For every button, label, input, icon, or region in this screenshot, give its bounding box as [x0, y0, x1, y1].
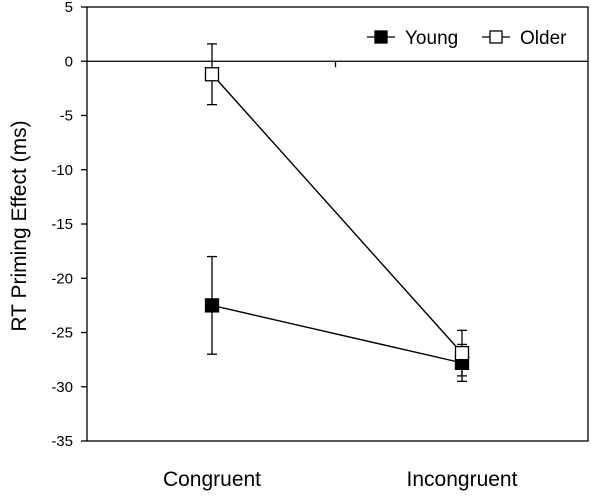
series-line-young [211, 304, 463, 364]
legend-label-older: Older [520, 28, 567, 49]
legend-label-young: Young [405, 28, 458, 49]
data-point-older [454, 345, 470, 361]
y-tick-label: -25 [51, 325, 73, 342]
y-tick-label: -30 [51, 379, 73, 396]
y-tick-label: -5 [60, 108, 73, 125]
x-category-label: Incongruent [407, 468, 518, 491]
data-point-older [204, 67, 220, 82]
y-tick-label: 0 [65, 53, 73, 70]
legend-marker-older [489, 30, 503, 44]
y-axis-title: RT Priming Effect (ms) [8, 120, 31, 331]
series-line-older [211, 73, 463, 354]
legend: Young Older [367, 28, 567, 49]
y-tick-label: -10 [51, 162, 73, 179]
x-category-label: Congruent [163, 468, 261, 491]
axes: 5 0 -5 -10 -15 -20 -25 -30 -35 Congruent Incongrue… [51, 0, 589, 491]
legend-marker-young [374, 30, 388, 44]
y-tick-label: -15 [51, 216, 73, 233]
y-tick-label: -35 [51, 433, 73, 450]
y-tick-label: -20 [51, 270, 73, 287]
y-tick-label: 5 [65, 0, 73, 16]
plot-frame [86, 6, 589, 442]
data-point-young [204, 298, 220, 313]
data-layer [204, 43, 470, 382]
